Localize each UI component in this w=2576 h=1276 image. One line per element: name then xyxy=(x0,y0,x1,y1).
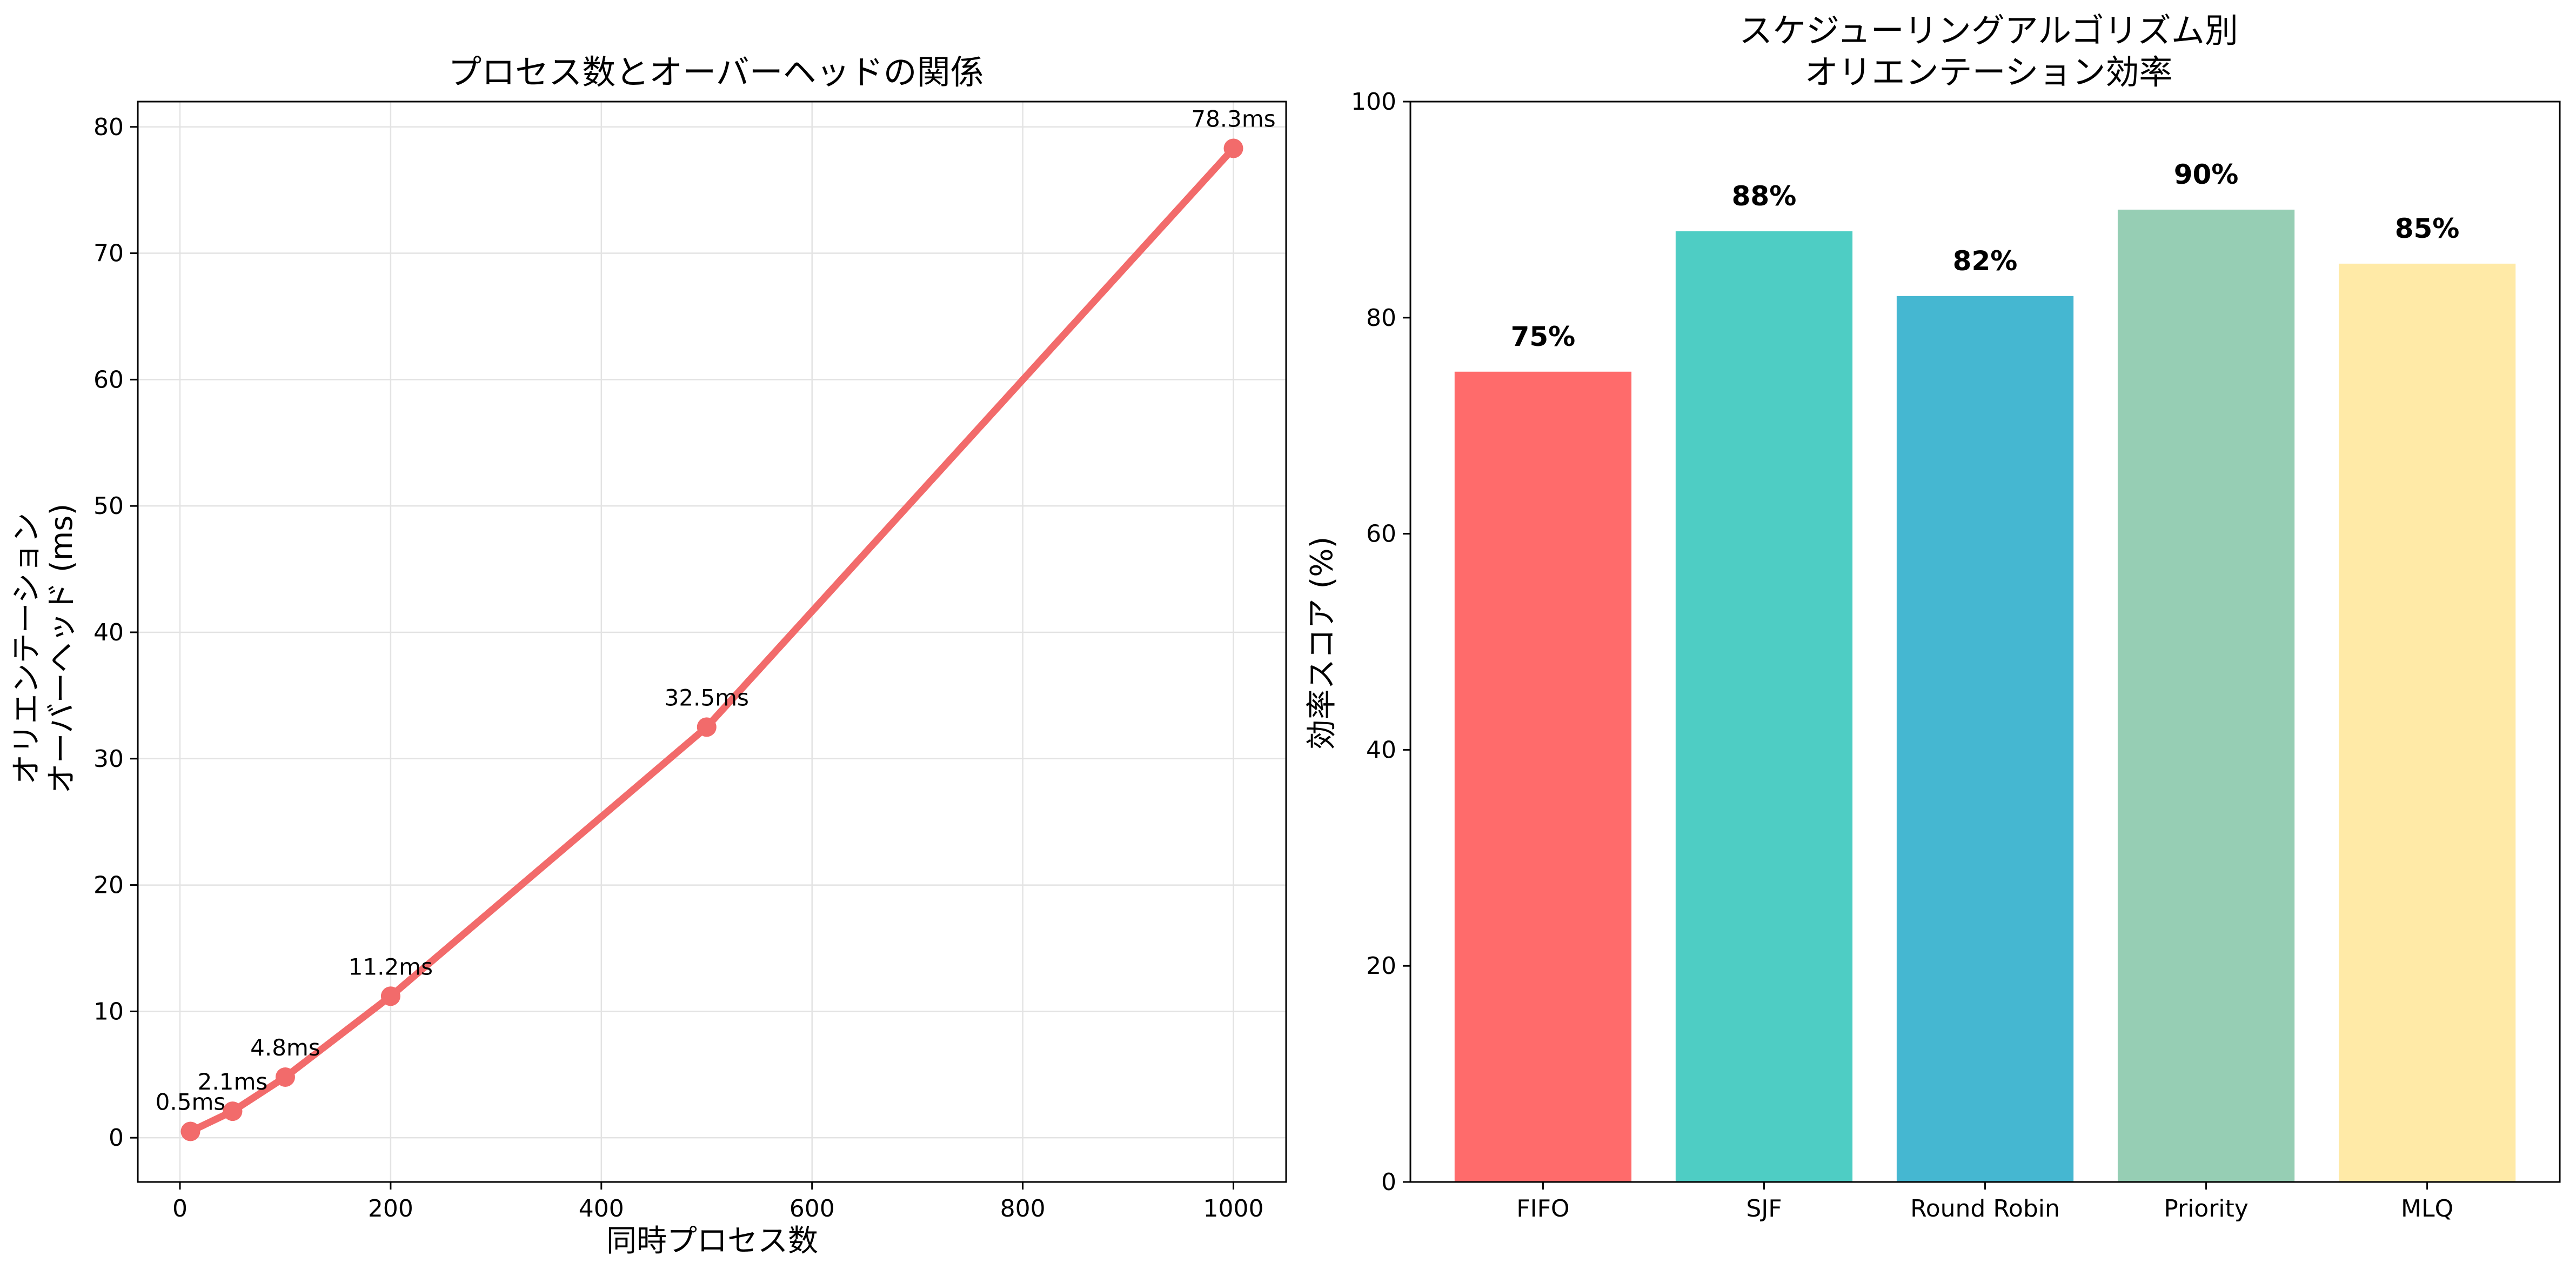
chart1-point-label: 4.8ms xyxy=(250,1034,320,1061)
chart1-point-label: 11.2ms xyxy=(349,953,433,980)
chart1-x-tick-label: 600 xyxy=(789,1195,835,1222)
chart1-point-label: 78.3ms xyxy=(1191,106,1275,132)
chart2-x-tick-label: Round Robin xyxy=(1910,1195,2060,1222)
chart1-ticks: 0 200 400 600 800 1000 0 10 20 30 40 50 60 70 80 xyxy=(93,113,1264,1222)
chart1-x-tick-label: 200 xyxy=(368,1195,413,1222)
chart2-bar-value-label: 90% xyxy=(2174,159,2239,190)
chart1-x-axis-label: 同時プロセス数 xyxy=(606,1224,818,1259)
chart2-y-tick-label: 100 xyxy=(1351,88,1396,116)
chart1-y-tick-label: 10 xyxy=(93,998,124,1025)
chart1-y-tick-label: 30 xyxy=(93,745,124,773)
chart1-data-point xyxy=(380,986,400,1006)
chart2-bar-value-label: 82% xyxy=(1953,245,2018,277)
chart1-series-line xyxy=(187,145,1237,1135)
chart1-point-label: 32.5ms xyxy=(665,684,749,711)
chart2-y-tick-label: 20 xyxy=(1366,952,1396,980)
chart2-title-line2: オリエンテーション効率 xyxy=(1805,52,2173,92)
chart1-point-label: 2.1ms xyxy=(198,1068,268,1095)
chart2-bar xyxy=(2338,263,2516,1183)
chart1-point-label: 0.5ms xyxy=(156,1088,226,1115)
chart2-x-tick-label: Priority xyxy=(2164,1195,2249,1222)
chart2-y-tick-label: 60 xyxy=(1366,520,1396,548)
chart1-data-point xyxy=(180,1121,200,1141)
chart1-y-tick-label: 80 xyxy=(93,113,124,141)
chart2-bar-value-label: 85% xyxy=(2395,213,2460,244)
chart2-title-line1: スケジューリングアルゴリズム別 xyxy=(1739,11,2238,50)
chart2-plot-frame xyxy=(1409,101,2561,1183)
chart2-x-tick-label: FIFO xyxy=(1516,1195,1569,1222)
chart1-y-tick-label: 0 xyxy=(109,1124,124,1152)
chart2-y-axis-label-group: 効率スコア (%) xyxy=(1304,537,1340,750)
chart2-y-tick-label: 80 xyxy=(1366,304,1396,332)
chart1-y-tick-label: 50 xyxy=(93,492,124,520)
chart1-data-point xyxy=(223,1101,243,1121)
chart1-x-tick-label: 0 xyxy=(172,1195,188,1222)
chart1-y-tick-label: 70 xyxy=(93,240,124,268)
chart1-data-point xyxy=(275,1067,295,1087)
chart1-y-tick-label: 40 xyxy=(93,619,124,646)
chart2-ticks: 0 20 40 60 80 100 FIFO SJF Round Robin Priority ML… xyxy=(1351,88,2453,1222)
chart2-bars: 75% 88% 82% 90% 85% xyxy=(1454,159,2516,1183)
chart1-grid xyxy=(138,102,1286,1182)
chart2-bar-value-label: 88% xyxy=(1732,181,1797,212)
chart1-title: プロセス数とオーバーヘッドの関係 xyxy=(448,52,983,92)
chart2-bar xyxy=(1454,371,1632,1182)
overhead-line-chart: プロセス数とオーバーヘッドの関係 0 200 400 600 800 1000 0 10 20 3… xyxy=(9,52,1287,1259)
chart1-data-point xyxy=(697,717,717,737)
chart1-y-axis-label-line2: オーバーヘッド (ms) xyxy=(44,504,79,794)
chart2-x-tick-label: SJF xyxy=(1746,1195,1782,1222)
chart1-y-axis-label-line1: オリエンテーション xyxy=(9,513,44,785)
chart1-y-axis-label: オリエンテーション オーバーヘッド (ms) xyxy=(9,504,79,794)
chart2-y-tick-label: 0 xyxy=(1381,1168,1396,1196)
chart1-y-tick-label: 60 xyxy=(93,366,124,393)
chart2-bar xyxy=(2117,209,2295,1182)
chart2-y-axis-label: 効率スコア (%) xyxy=(1304,537,1340,750)
chart2-x-tick-label: MLQ xyxy=(2401,1195,2453,1222)
chart2-bar xyxy=(1896,296,2074,1182)
chart1-y-tick-label: 20 xyxy=(93,872,124,899)
algorithm-efficiency-bar-chart: スケジューリングアルゴリズム別 オリエンテーション効率 0 20 40 60 80 100… xyxy=(1304,11,2561,1222)
chart1-x-tick-label: 1000 xyxy=(1203,1195,1264,1222)
chart1-x-tick-label: 800 xyxy=(1000,1195,1046,1222)
chart1-data-point xyxy=(1223,138,1243,158)
chart1-x-tick-label: 400 xyxy=(579,1195,624,1222)
chart2-y-tick-label: 40 xyxy=(1366,736,1396,764)
chart2-bar xyxy=(1675,231,1853,1182)
chart1-plot-frame xyxy=(137,101,1287,1183)
chart2-bar-value-label: 75% xyxy=(1511,321,1576,352)
